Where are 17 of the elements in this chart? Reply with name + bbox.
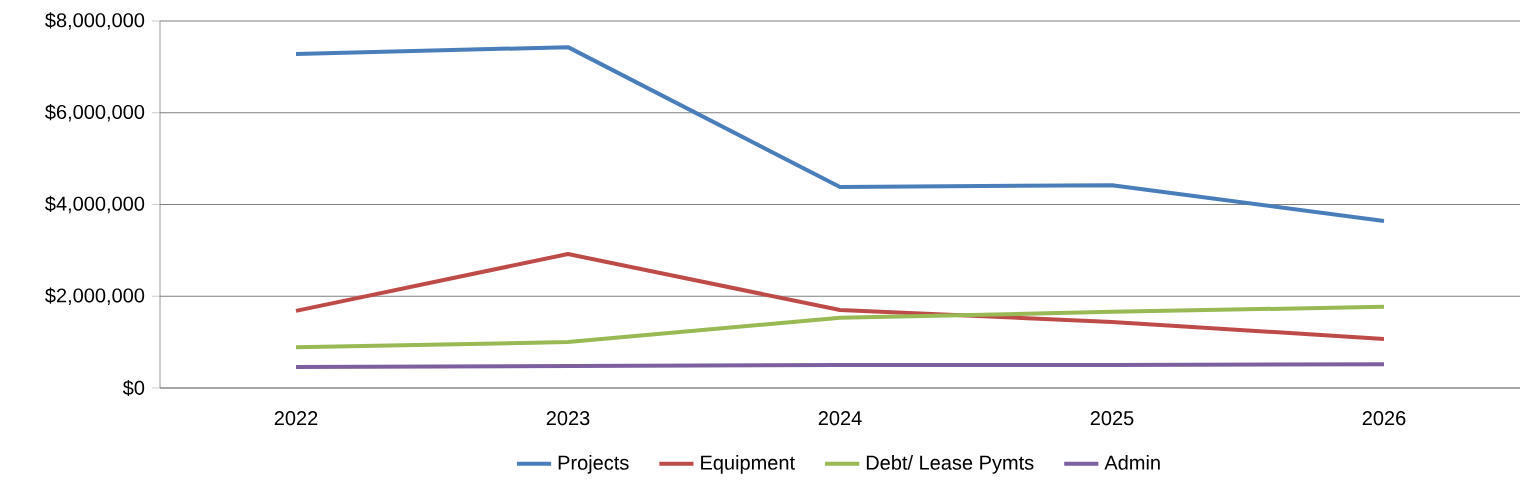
x-tick-label: 2022	[274, 411, 318, 426]
legend-label: Projects	[558, 455, 629, 474]
y-tick-label: $8,000,000	[45, 12, 145, 30]
x-tick-label: 2025	[1090, 411, 1134, 426]
legend-label: Admin	[1104, 455, 1160, 470]
y-tick-label: $0	[122, 379, 145, 397]
y-tick-label: $6,000,000	[45, 104, 145, 122]
x-tick-label: 2023	[546, 411, 590, 426]
line-series	[294, 304, 1386, 350]
line-series	[294, 45, 1386, 223]
x-tick-label: 2026	[1362, 411, 1406, 426]
legend-label: Debt/ Lease Pymts	[866, 455, 1034, 474]
y-tick-label: $2,000,000	[45, 287, 145, 305]
x-tick-label: 2024	[818, 411, 862, 426]
legend-label: Equipment	[701, 455, 795, 474]
line-series	[294, 252, 1386, 341]
y-tick-label: $4,000,000	[45, 195, 145, 214]
